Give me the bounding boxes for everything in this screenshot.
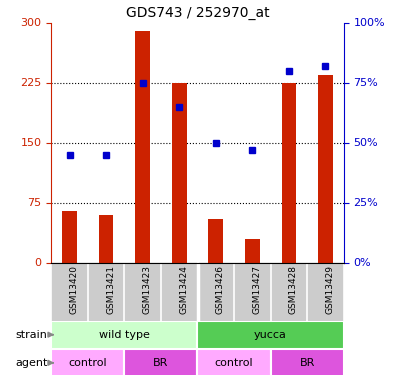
Bar xyxy=(124,349,198,375)
Text: GSM13427: GSM13427 xyxy=(252,266,261,314)
Text: GSM13421: GSM13421 xyxy=(106,266,115,314)
Text: control: control xyxy=(215,358,253,368)
Text: wild type: wild type xyxy=(99,330,150,340)
Bar xyxy=(99,214,113,262)
Text: GSM13429: GSM13429 xyxy=(325,266,335,314)
Bar xyxy=(209,219,223,262)
Text: control: control xyxy=(69,358,107,368)
Bar xyxy=(271,349,344,375)
Text: yucca: yucca xyxy=(254,330,287,340)
Text: GSM13423: GSM13423 xyxy=(143,266,152,314)
Bar xyxy=(135,30,150,262)
Text: GSM13428: GSM13428 xyxy=(289,266,298,314)
Bar xyxy=(282,82,296,262)
Text: BR: BR xyxy=(153,358,169,368)
Bar xyxy=(198,349,271,375)
Text: strain: strain xyxy=(15,330,47,340)
Bar xyxy=(51,349,124,375)
Text: GSM13426: GSM13426 xyxy=(216,266,225,314)
Bar xyxy=(318,75,333,262)
Title: GDS743 / 252970_at: GDS743 / 252970_at xyxy=(126,6,269,20)
Bar xyxy=(62,210,77,262)
Bar xyxy=(245,238,260,262)
Text: BR: BR xyxy=(299,358,315,368)
Bar xyxy=(172,82,186,262)
Bar xyxy=(198,321,344,349)
Text: GSM13424: GSM13424 xyxy=(179,266,188,314)
Text: GSM13420: GSM13420 xyxy=(70,266,79,314)
Bar xyxy=(51,321,198,349)
Text: agent: agent xyxy=(15,358,47,368)
